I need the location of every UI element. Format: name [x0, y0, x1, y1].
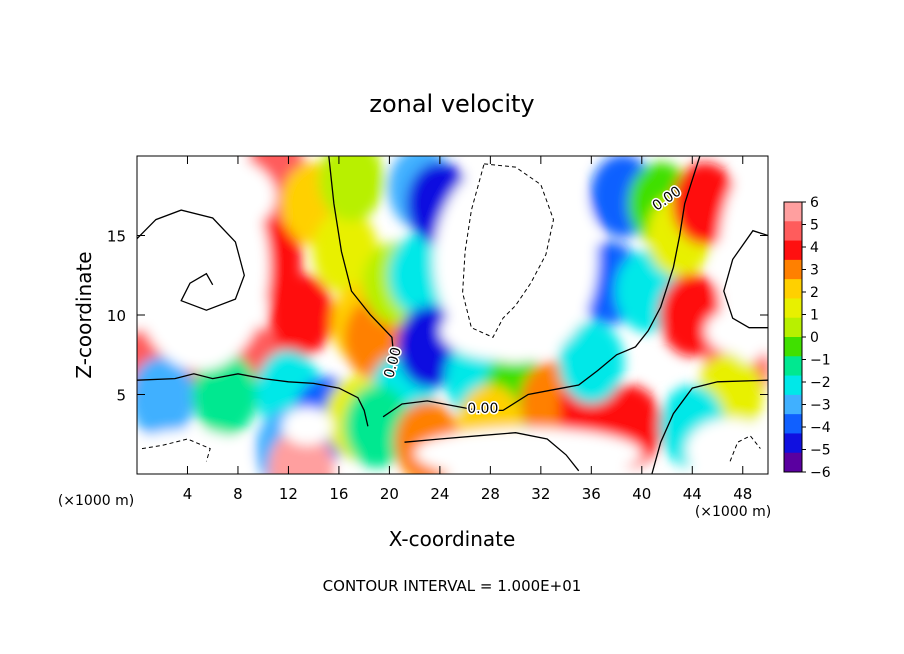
- contour-line: [328, 156, 396, 363]
- colorbar-swatch: [784, 317, 802, 338]
- x-axis-unit-right: (×1000 m): [695, 504, 771, 520]
- chart-title: zonal velocity: [369, 90, 534, 118]
- x-tick-label: 48: [733, 485, 752, 503]
- contour-line-negative: [462, 163, 555, 338]
- colorbar-tick-label: 4: [810, 240, 819, 256]
- field-blob: [343, 384, 410, 468]
- blank-region: [685, 418, 768, 474]
- colorbar-swatch: [784, 414, 802, 434]
- colorbar-swatch: [784, 221, 802, 242]
- x-tick-label: 12: [279, 485, 298, 503]
- colorbar-tick-label: 0: [810, 330, 819, 346]
- field-blob: [312, 210, 379, 293]
- field-blob: [192, 353, 259, 436]
- blank-region: [137, 156, 276, 244]
- contour-line: [137, 209, 245, 311]
- y-tick-label: 5: [116, 387, 126, 405]
- x-tick-label: 4: [183, 485, 193, 503]
- contour-line: [723, 229, 768, 329]
- contour-line: [382, 156, 701, 418]
- blank-region: [704, 307, 768, 355]
- colorbar-tick-label: −6: [810, 465, 831, 481]
- colorbar-tick-label: −1: [810, 353, 831, 369]
- contour-line: [651, 379, 768, 474]
- x-tick-label: 20: [380, 485, 399, 503]
- colorbar-tick-label: −3: [810, 398, 831, 414]
- colorbar-swatch: [784, 375, 802, 396]
- field-blob: [318, 156, 385, 222]
- field-blob: [558, 321, 625, 405]
- colorbar-swatch: [784, 452, 802, 473]
- colorbar-swatch: [784, 433, 802, 454]
- y-tick-label: 15: [107, 228, 126, 246]
- colorbar-swatch: [784, 394, 802, 415]
- colorbar-tick-label: −4: [810, 420, 831, 436]
- colorbar: 6 5 4 3 2 1 0 −1 −2 −3 −4 −5 −6: [783, 195, 831, 481]
- colorbar-swatch: [784, 279, 802, 299]
- colorbar-swatch: [784, 298, 802, 319]
- x-axis-ticks: 4 8 12 16 20 24 28 32 36 40 44 48: [183, 156, 752, 503]
- x-tick-label: 8: [233, 485, 243, 503]
- contour-line-negative: [729, 435, 761, 462]
- colorbar-tick-label: 6: [810, 195, 819, 211]
- y-tick-label: 10: [107, 307, 126, 325]
- contour-line: [404, 432, 580, 472]
- contour-label: 0.00: [467, 401, 498, 417]
- field-blobs: [137, 156, 768, 474]
- colorbar-tick-label: 1: [810, 308, 819, 324]
- blank-region: [137, 429, 251, 474]
- x-tick-label: 24: [430, 485, 449, 503]
- x-tick-label: 28: [481, 485, 500, 503]
- colorbar-tick-label: 5: [810, 218, 819, 234]
- velocity-field: [137, 156, 768, 474]
- x-axis-label: X-coordinate: [389, 527, 516, 551]
- colorbar-tick-label: 2: [810, 285, 819, 301]
- colorbar-swatch: [784, 202, 802, 222]
- contour-interval-note: CONTOUR INTERVAL = 1.000E+01: [323, 577, 582, 595]
- colorbar-tick-label: −5: [810, 443, 831, 459]
- colorbar-swatch: [784, 259, 802, 280]
- blank-region: [427, 439, 503, 471]
- x-tick-label: 44: [683, 485, 702, 503]
- x-tick-label: 36: [582, 485, 601, 503]
- y-axis-ticks: 5 10 15: [107, 228, 768, 405]
- x-tick-label: 32: [531, 485, 550, 503]
- field-blob: [137, 356, 196, 440]
- y-axis-label: Z-coordinate: [72, 251, 96, 378]
- colorbar-swatch: [784, 240, 802, 261]
- x-axis-unit-left: (×1000 m): [58, 493, 134, 509]
- contour-line: [137, 373, 369, 427]
- colorbar-swatch: [784, 356, 802, 377]
- colorbar-swatch: [784, 337, 802, 357]
- colorbar-tick-label: −2: [810, 375, 831, 391]
- blank-region: [439, 302, 567, 360]
- x-tick-label: 40: [632, 485, 651, 503]
- colorbar-tick-label: 3: [810, 263, 819, 279]
- x-tick-label: 16: [329, 485, 348, 503]
- blank-region: [282, 407, 333, 446]
